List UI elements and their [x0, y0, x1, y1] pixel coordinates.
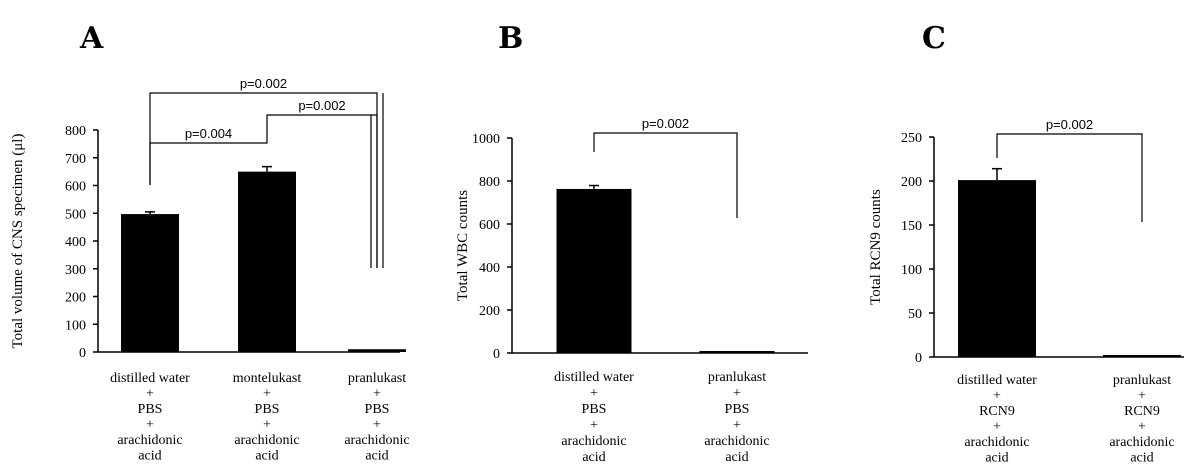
category-label: arachidonic [234, 433, 299, 448]
category-label: acid [255, 449, 278, 464]
panel-letter: A [79, 21, 104, 56]
category-label: RCN9 [1124, 404, 1160, 419]
category-label: acid [365, 449, 388, 464]
y-tick-label: 100 [65, 318, 86, 333]
category-label: + [1138, 420, 1146, 435]
category-label: PBS [255, 402, 280, 417]
bar [699, 351, 775, 353]
y-tick-label: 500 [65, 207, 86, 222]
category-label: + [146, 387, 154, 402]
category-label: + [373, 387, 381, 402]
category-label: pranlukast [348, 371, 406, 386]
p-value-label: p=0.002 [240, 76, 287, 91]
y-tick-label: 50 [908, 307, 922, 322]
y-tick-label: 1000 [472, 132, 500, 147]
p-value-label: p=0.002 [642, 116, 689, 131]
category-label: + [263, 387, 271, 402]
p-value-label: p=0.002 [298, 98, 345, 113]
category-label: distilled water [957, 373, 1037, 388]
category-label: PBS [725, 402, 750, 417]
y-tick-label: 200 [65, 291, 86, 306]
category-label: arachidonic [344, 433, 409, 448]
category-label: arachidonic [1109, 435, 1174, 450]
y-tick-label: 200 [901, 175, 922, 190]
y-tick-label: 800 [479, 175, 500, 190]
chart-panel-c: C 250 200 150 100 50 0 Total RCN9 counts distill… [868, 21, 1184, 466]
category-label: arachidonic [964, 435, 1029, 450]
category-label: acid [985, 451, 1008, 466]
y-axis-title: Total WBC counts [455, 190, 471, 301]
y-tick-label: 400 [479, 261, 500, 276]
panel-letter: B [498, 21, 523, 56]
y-axis-title: Total volume of CNS specimen (μl) [10, 134, 26, 349]
panel-letter: C [922, 21, 946, 56]
category-label: arachidonic [117, 433, 182, 448]
category-label: + [590, 418, 598, 433]
category-label: montelukast [233, 371, 302, 386]
chart-panel-b: B 1000 800 600 400 200 0 Total WBC counts distil… [455, 21, 808, 465]
category-label: + [993, 389, 1001, 404]
category-label: acid [138, 449, 161, 464]
significance-bracket [996, 133, 1143, 222]
category-label: PBS [582, 402, 607, 417]
category-label: arachidonic [561, 434, 626, 449]
bar [958, 180, 1036, 357]
category-label: arachidonic [704, 434, 769, 449]
y-tick-label: 700 [65, 152, 86, 167]
y-tick-label: 400 [65, 235, 86, 250]
y-tick-label: 600 [65, 180, 86, 195]
chart-panel-a: A 800 700 600 500 400 300 200 100 0 Total volume o… [10, 21, 410, 464]
y-tick-label: 800 [65, 124, 86, 139]
p-value-label: p=0.002 [1046, 117, 1093, 132]
significance-bracket [149, 92, 378, 268]
p-value-label: p=0.004 [185, 126, 232, 141]
category-label: PBS [138, 402, 163, 417]
y-tick-label: 200 [479, 304, 500, 319]
y-tick-label: 600 [479, 218, 500, 233]
category-label: + [733, 386, 741, 401]
bar [238, 171, 296, 352]
y-tick-label: 0 [79, 346, 86, 361]
y-tick-label: 250 [901, 131, 922, 146]
category-label: + [146, 418, 154, 433]
category-label: RCN9 [979, 404, 1015, 419]
category-label: acid [582, 450, 605, 465]
y-axis-title: Total RCN9 counts [868, 189, 884, 305]
category-label: PBS [365, 402, 390, 417]
category-label: distilled water [554, 370, 634, 385]
category-label: + [373, 418, 381, 433]
category-label: pranlukast [708, 370, 766, 385]
y-tick-label: 0 [493, 347, 500, 362]
category-label: + [733, 418, 741, 433]
significance-bracket [593, 132, 738, 218]
y-tick-label: 300 [65, 263, 86, 278]
category-label: pranlukast [1113, 373, 1171, 388]
bar [1103, 355, 1181, 357]
bar [121, 214, 179, 352]
category-label: distilled water [110, 371, 190, 386]
category-label: + [993, 420, 1001, 435]
category-label: + [263, 418, 271, 433]
category-label: acid [1130, 451, 1153, 466]
category-label: acid [725, 450, 748, 465]
category-label: + [1138, 389, 1146, 404]
y-tick-label: 0 [915, 351, 922, 366]
bar [556, 188, 632, 353]
y-tick-label: 150 [901, 219, 922, 234]
bar [348, 349, 406, 352]
y-tick-label: 100 [901, 263, 922, 278]
category-label: + [590, 386, 598, 401]
